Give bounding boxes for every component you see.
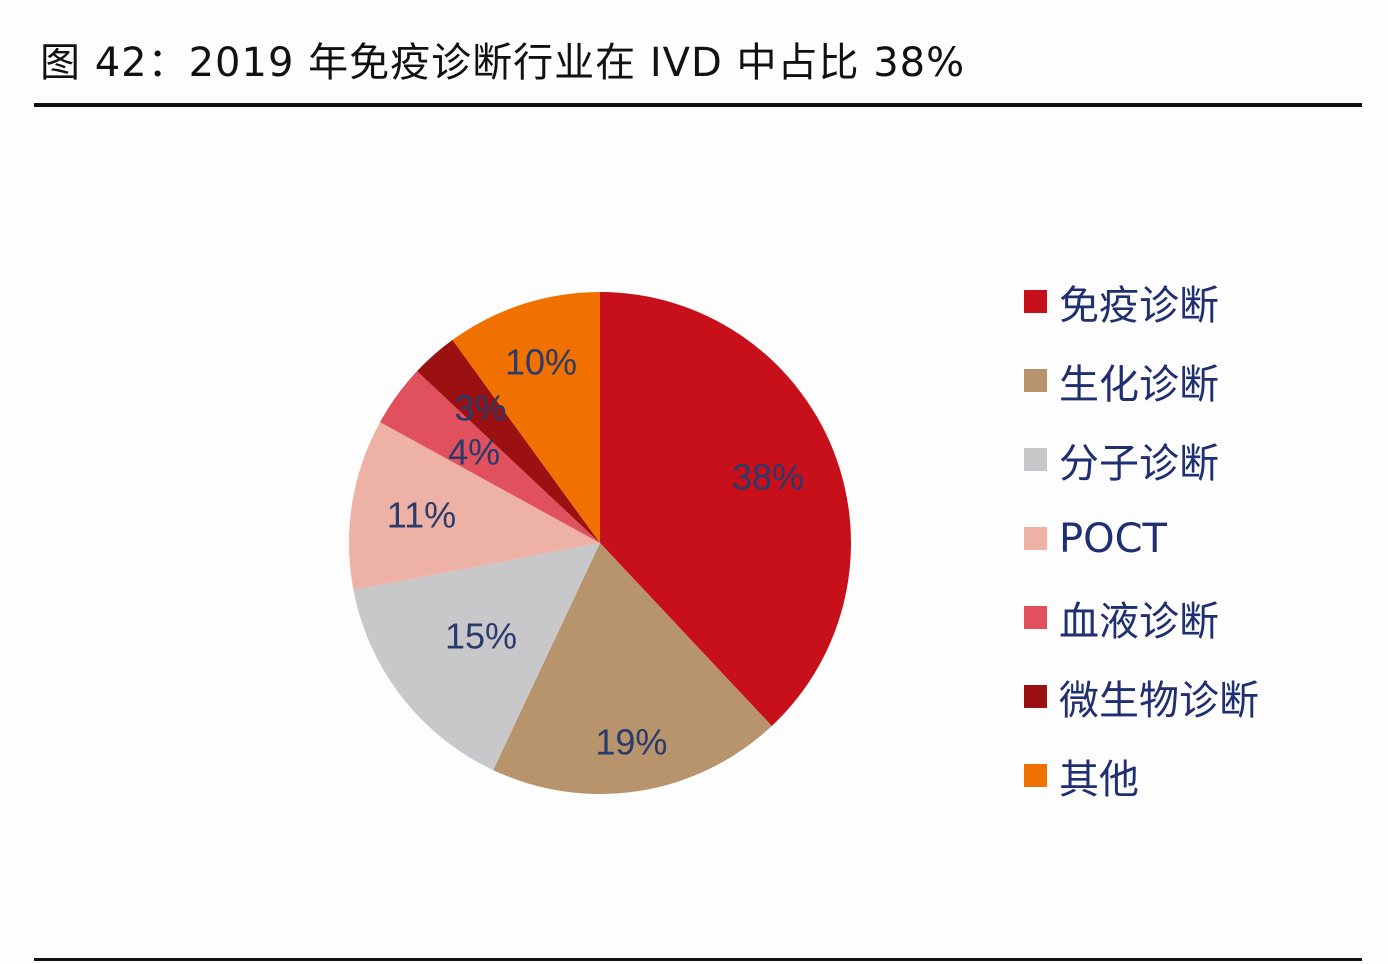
legend-swatch xyxy=(1024,290,1047,313)
legend-label: 微生物诊断 xyxy=(1059,677,1259,724)
legend-label: POCT xyxy=(1059,515,1167,562)
pie-slice xyxy=(452,292,600,543)
legend-label: 其他 xyxy=(1059,756,1139,803)
pie-slice xyxy=(349,422,600,591)
legend-swatch xyxy=(1024,369,1047,392)
legend-item: POCT xyxy=(1024,499,1259,578)
top-divider xyxy=(34,103,1362,107)
data-label: 11% xyxy=(387,495,456,536)
legend-item: 血液诊断 xyxy=(1024,578,1259,657)
legend-item: 其他 xyxy=(1024,736,1259,815)
pie-slice xyxy=(417,339,600,543)
legend-item: 分子诊断 xyxy=(1024,420,1259,499)
legend-swatch xyxy=(1024,685,1047,708)
pie-slice xyxy=(493,543,772,794)
legend-label: 免疫诊断 xyxy=(1059,282,1219,329)
pie-slice xyxy=(353,543,600,771)
legend-label: 分子诊断 xyxy=(1059,440,1219,487)
data-label: 4% xyxy=(448,432,500,473)
legend-item: 免疫诊断 xyxy=(1024,262,1259,341)
legend: 免疫诊断生化诊断分子诊断 POCT 血液诊断微生物诊断其他 xyxy=(1024,262,1259,815)
data-label: 15% xyxy=(445,615,517,656)
data-label: 38% xyxy=(732,456,804,497)
data-label: 10% xyxy=(505,342,577,383)
bottom-divider xyxy=(34,958,1362,961)
data-label: 3% xyxy=(454,387,506,428)
pie-slice xyxy=(600,292,852,726)
legend-item: 生化诊断 xyxy=(1024,341,1259,420)
legend-swatch xyxy=(1024,606,1047,629)
legend-label: 生化诊断 xyxy=(1059,361,1219,408)
data-label: 19% xyxy=(595,721,667,762)
legend-label: 血液诊断 xyxy=(1059,598,1219,645)
legend-swatch xyxy=(1024,527,1047,550)
chart-title: 图 42：2019 年免疫诊断行业在 IVD 中占比 38% xyxy=(40,40,966,86)
legend-item: 微生物诊断 xyxy=(1024,657,1259,736)
legend-swatch xyxy=(1024,764,1047,787)
pie-slice xyxy=(380,371,600,543)
legend-swatch xyxy=(1024,448,1047,471)
